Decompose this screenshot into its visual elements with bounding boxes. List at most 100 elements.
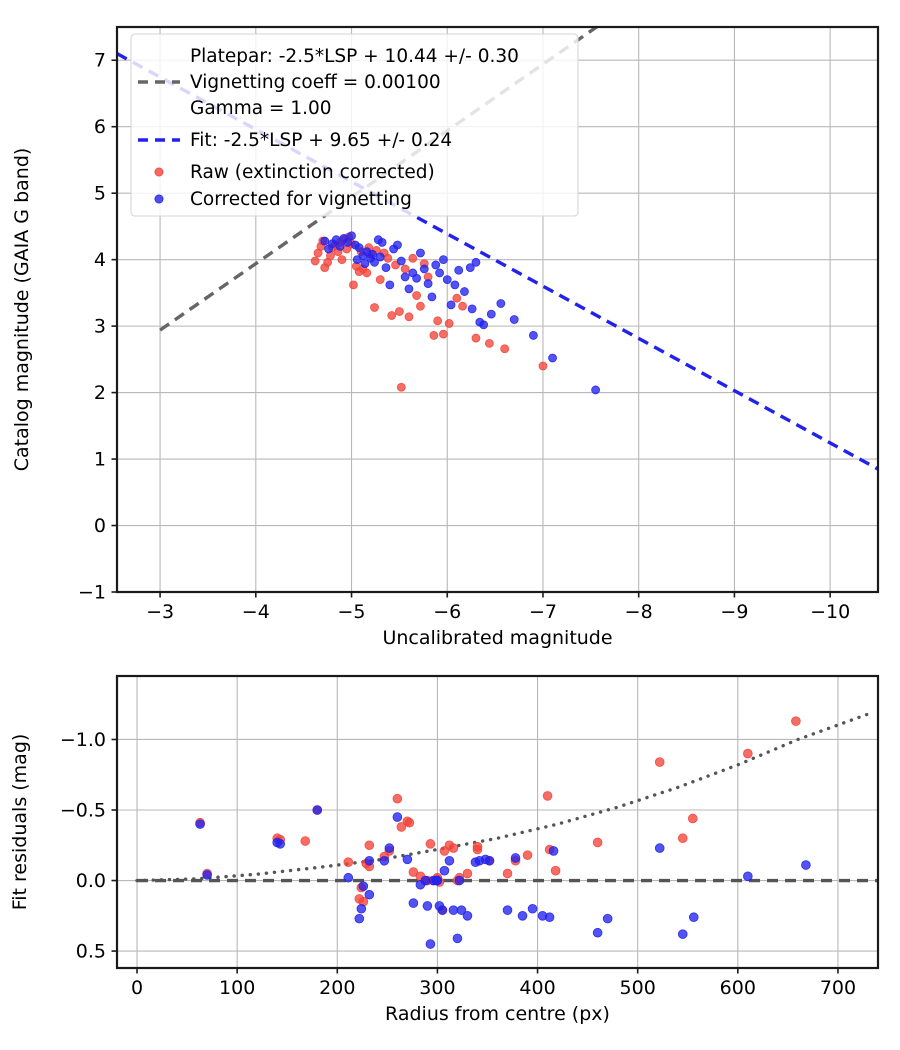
- data-point: [343, 872, 354, 883]
- data-point: [544, 912, 555, 923]
- data-point: [383, 253, 393, 263]
- legend-entry[interactable]: Vignetting coeff = 0.00100: [138, 72, 441, 93]
- legend-entry[interactable]: Raw (extinction corrected): [154, 162, 435, 183]
- data-point: [442, 275, 452, 284]
- data-point: [743, 748, 753, 759]
- data-point: [467, 304, 477, 314]
- legend-entry[interactable]: Corrected for vignetting: [154, 189, 412, 210]
- data-point: [379, 855, 390, 866]
- data-point: [393, 240, 402, 250]
- data-point: [431, 260, 441, 270]
- data-point: [500, 344, 510, 354]
- data-point: [377, 237, 387, 247]
- legend-dot: [154, 167, 164, 177]
- x-tick-label: 0: [131, 977, 143, 999]
- data-point: [396, 822, 407, 832]
- x-tick-label: 600: [720, 977, 756, 999]
- legend-label: Corrected for vignetting: [190, 189, 412, 210]
- data-point: [356, 903, 367, 914]
- x-axis-title: Radius from centre (px): [385, 1003, 610, 1025]
- data-point: [446, 300, 456, 310]
- x-tick-label: 200: [319, 977, 355, 999]
- data-point: [462, 868, 473, 879]
- data-point: [791, 716, 801, 726]
- data-point: [475, 317, 485, 327]
- data-point: [392, 793, 403, 804]
- data-point: [408, 898, 419, 908]
- data-point: [275, 839, 286, 849]
- data-point: [347, 231, 356, 241]
- data-point: [439, 255, 448, 265]
- data-point: [422, 901, 433, 911]
- data-point: [412, 291, 422, 300]
- legend-entry[interactable]: Platepar: -2.5*LSP + 10.44 +/- 0.30: [190, 46, 519, 67]
- data-point: [412, 273, 422, 283]
- x-tick-label: 400: [519, 977, 555, 999]
- data-point: [592, 927, 603, 938]
- x-tick-label: 500: [620, 977, 656, 999]
- legend-entry[interactable]: Gamma = 1.00: [190, 98, 332, 119]
- y-tick-label: 3: [94, 316, 106, 338]
- y-axis-title: Catalog magnitude (GAIA G band): [11, 148, 33, 472]
- data-point: [320, 236, 330, 246]
- data-point: [472, 844, 483, 855]
- data-point: [416, 301, 425, 311]
- x-tick-label: 100: [219, 977, 255, 999]
- data-point: [465, 263, 475, 273]
- data-point: [444, 319, 454, 328]
- data-point: [456, 905, 467, 915]
- data-point: [343, 857, 354, 867]
- data-point: [404, 312, 414, 322]
- x-tick-label: −7: [529, 601, 557, 623]
- data-point: [502, 905, 513, 915]
- x-tick-label: 300: [419, 977, 455, 999]
- data-point: [402, 854, 413, 865]
- data-point: [360, 259, 370, 269]
- data-point: [396, 256, 406, 266]
- data-point: [432, 875, 443, 886]
- data-point: [195, 819, 205, 829]
- data-point: [548, 353, 557, 363]
- data-point: [486, 309, 496, 319]
- data-point: [310, 256, 320, 266]
- data-point: [323, 257, 332, 267]
- data-point: [354, 243, 364, 253]
- data-point: [420, 875, 431, 886]
- data-point: [529, 331, 538, 340]
- y-tick-label: 2: [94, 382, 106, 404]
- data-point: [381, 263, 391, 273]
- data-point: [602, 913, 613, 924]
- series-raw-extinction-corrected-: [195, 716, 801, 915]
- data-point: [349, 280, 358, 290]
- data-point: [400, 272, 410, 282]
- legend-label: Fit: -2.5*LSP + 9.65 +/- 0.24: [190, 130, 452, 151]
- legend-entry[interactable]: Fit: -2.5*LSP + 9.65 +/- 0.24: [138, 130, 452, 151]
- legend-box: [130, 33, 579, 217]
- data-point: [743, 871, 753, 882]
- data-point: [462, 911, 473, 921]
- data-point: [452, 293, 462, 303]
- data-point: [375, 252, 385, 262]
- legend-label: Platepar: -2.5*LSP + 10.44 +/- 0.30: [190, 46, 519, 67]
- data-point: [324, 244, 333, 254]
- axes-frame-fit-residuals: [115, 674, 880, 970]
- data-point: [400, 264, 410, 274]
- data-point: [502, 868, 513, 879]
- data-point: [454, 265, 464, 275]
- data-point: [425, 839, 436, 849]
- data-point: [429, 331, 439, 340]
- x-tick-label: −3: [146, 601, 174, 623]
- x-tick-label: −6: [433, 601, 461, 623]
- data-point: [801, 860, 811, 870]
- data-point: [387, 311, 397, 320]
- data-point: [364, 840, 375, 851]
- data-point: [396, 382, 406, 392]
- y-tick-label: 4: [94, 249, 106, 271]
- data-point: [370, 257, 379, 267]
- data-point: [375, 275, 385, 284]
- data-point: [654, 757, 665, 767]
- data-point: [312, 805, 323, 815]
- data-point: [433, 316, 443, 326]
- data-point: [542, 791, 553, 801]
